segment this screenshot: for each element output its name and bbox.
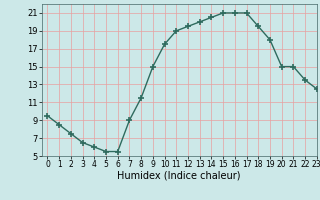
X-axis label: Humidex (Indice chaleur): Humidex (Indice chaleur) xyxy=(117,171,241,181)
